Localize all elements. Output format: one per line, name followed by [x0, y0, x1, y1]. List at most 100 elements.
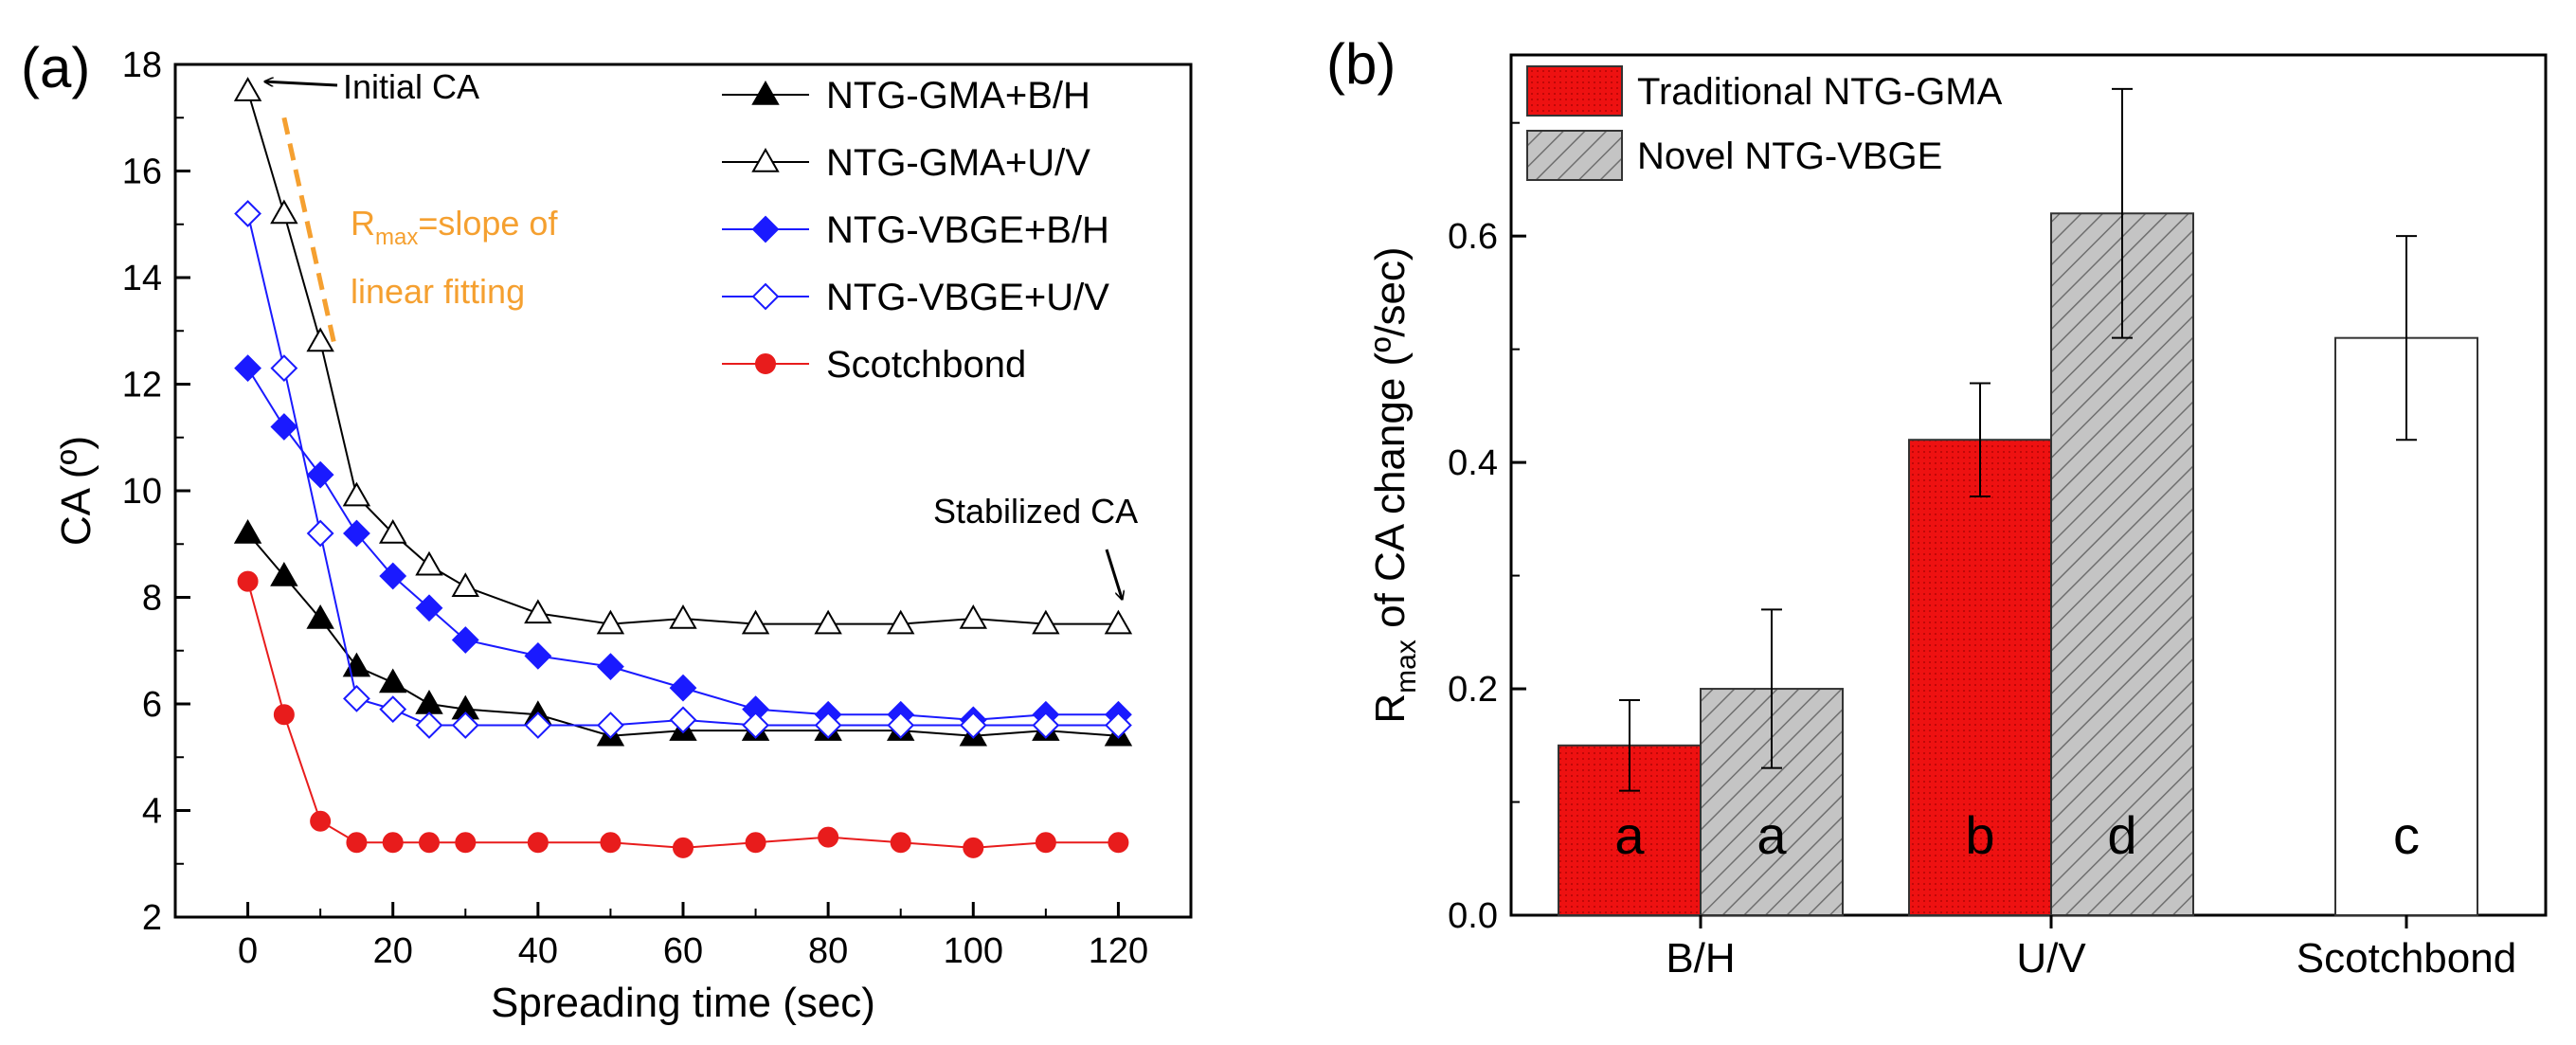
rmax-slope-annotation-line2: linear fitting	[351, 272, 525, 311]
legend-swatch	[1526, 130, 1623, 181]
data-point	[233, 77, 262, 101]
series-line	[246, 581, 1119, 849]
panel-a-x-axis: 0 20 40 60 80 100 120	[238, 902, 1148, 971]
panel-a-line-chart: (a) 0 20 40 60 80 100 120 2 4 6 8 10 12 14 16 18 Sprea…	[21, 36, 1193, 1026]
data-point	[379, 695, 407, 724]
series-line	[246, 213, 1119, 727]
panel-b-x-tick-label: B/H	[1666, 935, 1735, 982]
data-point	[886, 609, 915, 635]
data-point	[669, 706, 697, 734]
legend-entry: Traditional NTG-GMA	[1526, 65, 2003, 117]
data-point	[310, 810, 332, 832]
data-point	[379, 562, 407, 590]
panel-b-y-label-r: R	[1367, 694, 1414, 724]
data-point	[1032, 712, 1060, 739]
data-point	[963, 837, 984, 858]
legend-entry: Novel NTG-VBGE	[1526, 130, 1942, 181]
panel-a-y-tick-label: 2	[142, 898, 162, 938]
fit-line-annotation	[281, 117, 337, 348]
series-line	[246, 90, 1119, 625]
data-point	[597, 653, 624, 681]
panel-b-y-tick-label: 0.6	[1448, 217, 1498, 257]
data-point	[669, 604, 697, 629]
data-point	[524, 641, 552, 670]
rmax-rest: =slope of	[418, 204, 558, 243]
significance-letter: a	[1756, 805, 1787, 865]
panel-a-y-tick-label: 18	[122, 45, 162, 85]
data-point	[745, 832, 766, 854]
panel-b-y-label-sub: max	[1391, 640, 1422, 694]
data-point	[527, 832, 549, 854]
data-point	[669, 674, 697, 702]
panel-a-x-tick-label: 20	[373, 931, 413, 971]
data-point	[524, 712, 552, 739]
legend-label: Scotchbond	[826, 344, 1026, 386]
panel-a-y-tick-label: 12	[122, 366, 162, 405]
data-point	[1035, 832, 1056, 854]
data-point	[346, 832, 368, 854]
data-point	[234, 354, 261, 383]
panel-b-label: (b)	[1326, 32, 1396, 96]
panel-a-y-tick-label: 10	[122, 472, 162, 512]
data-point	[1104, 609, 1133, 635]
legend-marker	[751, 80, 780, 105]
panel-a-x-tick-label: 40	[518, 931, 558, 971]
linear-fit-dashed-line	[281, 117, 337, 348]
legend-swatch	[1526, 65, 1623, 117]
data-point	[306, 460, 334, 489]
panel-b-legend: Traditional NTG-GMA Novel NTG-VBGE	[1526, 65, 2003, 181]
panel-a-y-tick-label: 4	[142, 792, 162, 832]
data-point	[270, 561, 298, 586]
data-point	[270, 354, 298, 383]
panel-a-legend: NTG-GMA+B/H NTG-GMA+U/V NTG-VBGE+B/H NTG-VB…	[722, 75, 1109, 386]
panel-b-y-tick-label: 0.2	[1448, 670, 1498, 710]
legend-label: Novel NTG-VBGE	[1637, 135, 1942, 177]
data-point	[270, 413, 298, 441]
bar	[1908, 439, 2052, 916]
panel-a-x-axis-label: Spreading time (sec)	[491, 980, 875, 1026]
data-point	[814, 609, 842, 635]
panel-a-y-tick-label: 8	[142, 579, 162, 619]
bar-u-v-traditional-ntg-gma: b	[1908, 382, 2052, 916]
panel-b-y-axis-label: Rmax of CA change (º/sec)	[1367, 246, 1422, 723]
legend-marker	[755, 353, 776, 374]
panel-a-y-axis: 2 4 6 8 10 12 14 16 18	[122, 45, 190, 938]
legend-entry: NTG-VBGE+B/H	[722, 209, 1109, 251]
panel-a-y-tick-label: 6	[142, 685, 162, 725]
data-point	[1032, 609, 1060, 635]
legend-label: NTG-VBGE+U/V	[826, 277, 1109, 318]
data-point	[415, 712, 443, 739]
legend-marker	[751, 215, 780, 243]
data-point	[306, 519, 334, 548]
series-scotchbond	[237, 570, 1129, 858]
panel-b-y-tick-label: 0.0	[1448, 896, 1498, 936]
data-point	[673, 837, 694, 858]
panel-a-series	[233, 77, 1133, 858]
panel-b-x-tick-label: Scotchbond	[2297, 935, 2516, 982]
data-point	[887, 712, 915, 739]
data-point	[959, 604, 988, 629]
significance-letter: a	[1614, 805, 1645, 865]
data-point	[455, 832, 477, 854]
series-ntg-gma-u-v	[233, 77, 1133, 635]
panel-b-y-axis: 0.0 0.2 0.4 0.6	[1448, 121, 1526, 936]
data-point	[814, 712, 842, 739]
data-point	[890, 832, 911, 854]
panel-b-x-axis: B/H U/V Scotchbond	[1666, 915, 2516, 982]
bar-scotchbond-scotchbond: c	[2334, 235, 2478, 916]
data-point	[741, 609, 770, 635]
panel-a-plot-frame	[173, 63, 1193, 919]
legend-marker	[751, 282, 780, 311]
data-point	[818, 826, 839, 848]
data-point	[342, 481, 371, 507]
rmax-sub: max	[375, 225, 418, 250]
panel-a-x-tick-label: 80	[808, 931, 848, 971]
panel-a-x-tick-label: 120	[1089, 931, 1148, 971]
data-point	[600, 832, 621, 854]
data-point	[596, 609, 625, 635]
bar-b-h-novel-ntg-vbge: a	[1700, 608, 1844, 916]
bar-u-v-novel-ntg-vbge: d	[2050, 87, 2194, 916]
data-point	[270, 199, 298, 225]
